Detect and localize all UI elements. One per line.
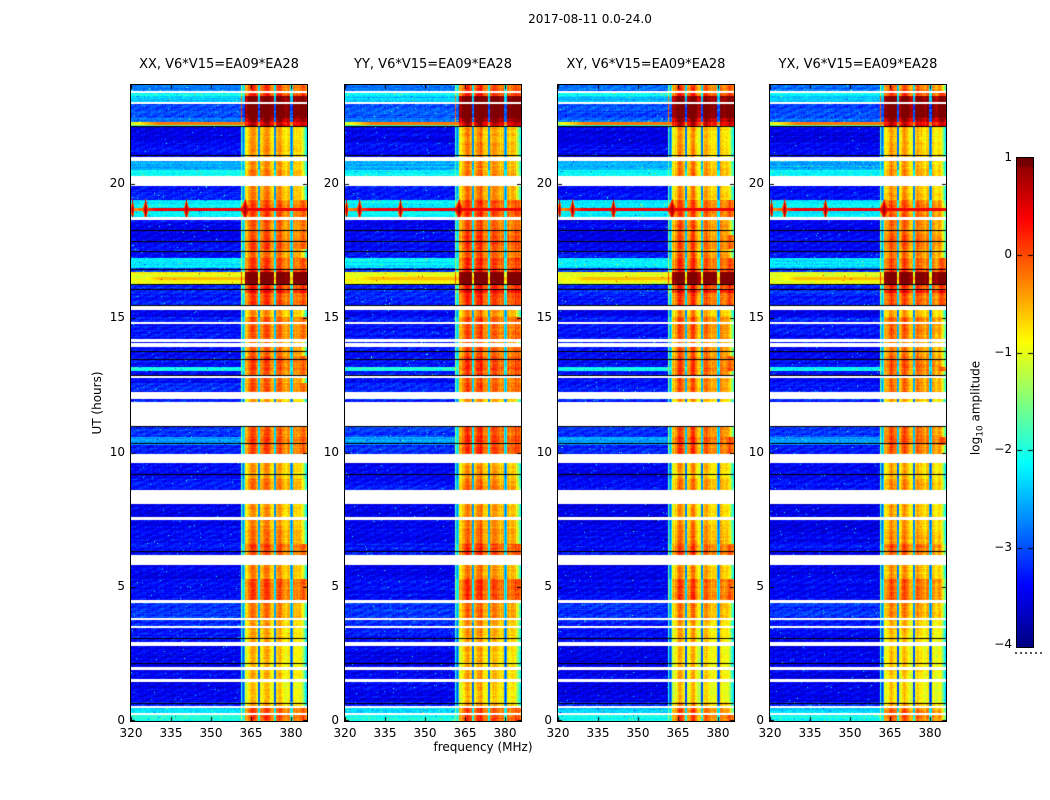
colorbar-tick-label: −4 [994,637,1012,651]
spectrogram-canvas [345,85,521,721]
colorbar-canvas [1017,158,1033,647]
colorbar-tick-label: 1 [1004,150,1012,164]
y-tick-label: 10 [536,445,552,459]
x-tick-label: 320 [333,726,357,740]
x-tick-label: 380 [493,726,517,740]
y-axis-label: UT (hours) [90,371,104,435]
x-tick-label: 365 [878,726,902,740]
x-tick-label: 320 [119,726,143,740]
x-tick-label: 350 [626,726,650,740]
x-tick-label: 365 [666,726,690,740]
x-tick-label: 350 [413,726,437,740]
x-tick-label: 380 [918,726,942,740]
colorbar-label-post: amplitude [968,360,983,426]
panel-title: YY, V6*V15=EA09*EA28 [354,57,512,72]
y-tick-label: 5 [756,579,764,593]
panel-3 [769,84,947,722]
spectrogram-canvas [131,85,307,721]
y-tick-label: 20 [748,176,764,190]
colorbar-tick-label: −3 [994,539,1012,554]
y-tick-label: 15 [109,310,125,324]
y-tick-label: 5 [117,579,125,593]
x-axis-label: frequency (MHz) [433,740,533,754]
colorbar-label-pre: log [968,436,983,456]
y-tick-label: 0 [544,713,552,727]
x-tick-label: 380 [279,726,303,740]
x-tick-label: 335 [586,726,610,740]
y-tick-label: 15 [748,310,764,324]
y-tick-label: 10 [748,445,764,459]
y-tick-label: 15 [536,310,552,324]
colorbar-extend-dots [1015,652,1043,654]
colorbar-label: log10 amplitude [968,361,985,455]
y-tick-label: 10 [323,445,339,459]
x-tick-label: 350 [199,726,223,740]
colorbar [1016,157,1034,648]
x-tick-label: 335 [373,726,397,740]
colorbar-label-sub: 10 [975,425,986,437]
x-tick-label: 350 [838,726,862,740]
x-tick-label: 365 [239,726,263,740]
y-tick-label: 0 [756,713,764,727]
y-tick-label: 5 [544,579,552,593]
y-tick-label: 20 [109,176,125,190]
x-tick-label: 335 [159,726,183,740]
panel-2 [557,84,735,722]
y-tick-label: 20 [536,176,552,190]
panel-title: XY, V6*V15=EA09*EA28 [566,57,726,72]
panel-0 [130,84,308,722]
x-tick-label: 335 [798,726,822,740]
colorbar-tick-label: 0 [1004,247,1012,262]
x-tick-label: 365 [453,726,477,740]
x-tick-label: 320 [758,726,782,740]
panel-1 [344,84,522,722]
y-tick-label: 10 [109,445,125,459]
figure-title: 2017-08-11 0.0-24.0 [528,12,652,26]
y-tick-label: 0 [331,713,339,727]
x-tick-label: 380 [706,726,730,740]
y-tick-label: 0 [117,713,125,727]
x-tick-label: 320 [546,726,570,740]
y-tick-label: 5 [331,579,339,593]
y-tick-label: 15 [323,310,339,324]
panel-title: XX, V6*V15=EA09*EA28 [139,57,299,72]
panel-title: YX, V6*V15=EA09*EA28 [778,57,938,72]
colorbar-tick-label: −1 [994,344,1012,359]
spectrogram-canvas [558,85,734,721]
y-tick-label: 20 [323,176,339,190]
spectrogram-canvas [770,85,946,721]
colorbar-tick-label: −2 [994,442,1012,457]
